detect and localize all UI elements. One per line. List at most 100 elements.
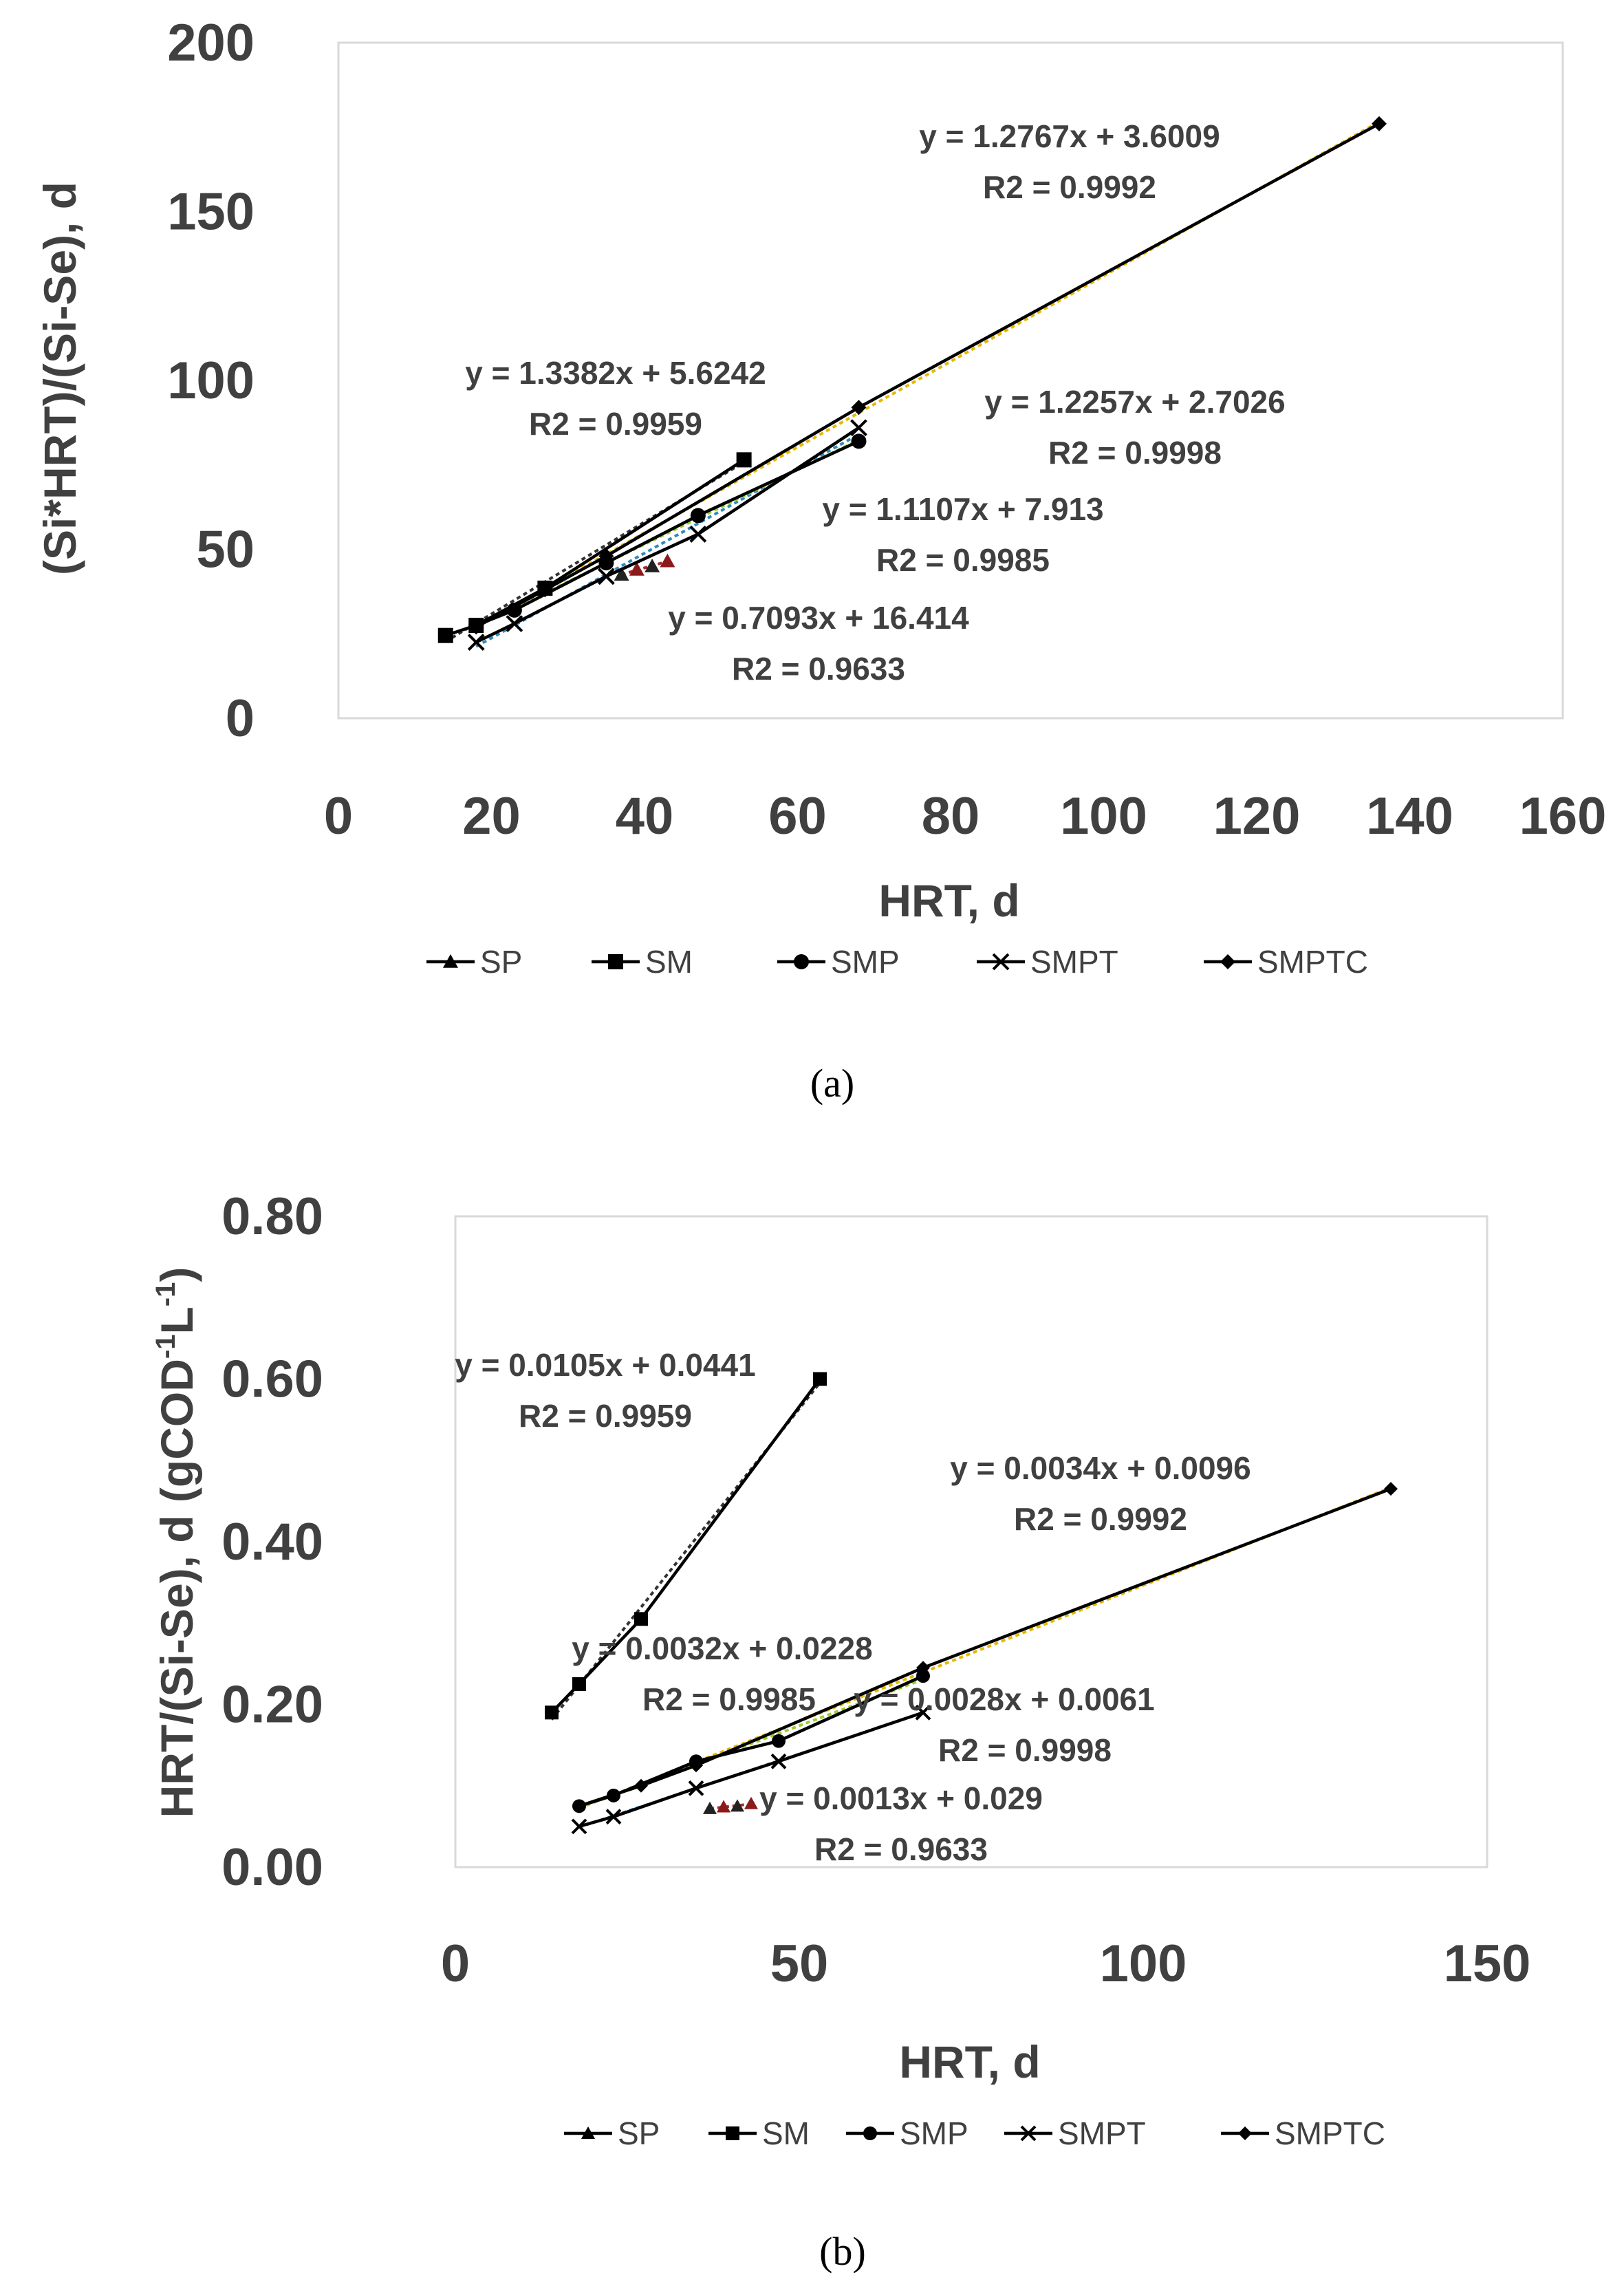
data-point-sm bbox=[634, 1612, 648, 1626]
data-point-smp bbox=[506, 602, 522, 618]
data-point-sm bbox=[572, 1677, 586, 1691]
trend-eq-a-sp: y = 0.7093x + 16.414 bbox=[668, 600, 969, 636]
legend-label-smptc: SMPTC bbox=[1275, 2115, 1385, 2151]
data-point-smpt bbox=[770, 1753, 787, 1769]
data-point-smptc bbox=[1384, 1482, 1398, 1496]
trend-r2-b-smptc: R2 = 0.9992 bbox=[1014, 1501, 1187, 1537]
trend-r2-b-smp: R2 = 0.9985 bbox=[642, 1681, 816, 1717]
legend-label-sm: SM bbox=[645, 944, 693, 980]
legend-label-sp: SP bbox=[618, 2115, 660, 2151]
data-point-smp bbox=[772, 1734, 786, 1748]
x-axis-title-b: HRT, d bbox=[899, 2036, 1040, 2087]
data-point-smptc bbox=[598, 548, 614, 564]
trend-eq-b-smp: y = 0.0032x + 0.0228 bbox=[572, 1630, 872, 1666]
x-tick-label: 0 bbox=[324, 787, 353, 845]
data-point-smpt bbox=[915, 1704, 931, 1721]
data-point-sm bbox=[736, 452, 752, 468]
y-tick-label: 150 bbox=[167, 183, 255, 241]
x-tick-label: 140 bbox=[1366, 787, 1453, 845]
data-point-smptc bbox=[634, 1778, 648, 1793]
x-tick-label: 120 bbox=[1213, 787, 1301, 845]
legend-label-sm: SM bbox=[762, 2115, 810, 2151]
plot-area-b bbox=[454, 1215, 1488, 1868]
legend-marker-smpt bbox=[1020, 2125, 1037, 2142]
y-tick-labels-a: 0 50 100 150 200 bbox=[167, 14, 255, 748]
trend-eq-a-smp: y = 1.1107x + 7.913 bbox=[822, 491, 1103, 527]
y-axis-title-a: (Si*HRT)/(Si-Se), d bbox=[34, 182, 85, 575]
data-point-smptc bbox=[468, 619, 484, 635]
legend-marker-smptc bbox=[1238, 2126, 1252, 2140]
chart-b: 0.00 0.20 0.40 0.60 0.80 0 50 100 150 HRT, d HR… bbox=[151, 1187, 1530, 2274]
series-line-sm bbox=[550, 1378, 821, 1714]
panel-label-b: (b) bbox=[819, 2229, 866, 2274]
x-tick-labels-a: 0 20 40 60 80 100 120 140 160 bbox=[324, 787, 1607, 845]
y-axis-title-b-sup2: -1 bbox=[151, 1282, 181, 1307]
data-point-smpt bbox=[506, 615, 523, 632]
data-point-sp bbox=[717, 1800, 730, 1813]
legend-marker-smp bbox=[794, 954, 809, 969]
data-point-smp bbox=[851, 433, 867, 449]
data-point-smp bbox=[690, 508, 706, 524]
x-axis-title-a: HRT, d bbox=[878, 875, 1019, 926]
data-point-sp bbox=[629, 561, 645, 576]
trend-eq-a-smpt: y = 1.2257x + 2.7026 bbox=[984, 384, 1285, 420]
data-point-smpt bbox=[850, 419, 867, 437]
y-tick-label: 0.60 bbox=[221, 1350, 323, 1409]
data-point-smpt bbox=[571, 1818, 587, 1835]
trendline-sp bbox=[621, 560, 668, 577]
y-tick-label: 0.20 bbox=[221, 1676, 323, 1734]
legend-a: SP SM SMP SMPT SMPTC bbox=[426, 944, 1368, 980]
legend-label-smpt: SMPT bbox=[1058, 2115, 1146, 2151]
data-point-sm bbox=[545, 1705, 559, 1720]
trend-r2-b-smpt: R2 = 0.9998 bbox=[938, 1732, 1112, 1768]
trend-r2-a-smp: R2 = 0.9985 bbox=[876, 542, 1050, 578]
trend-r2-a-smpt: R2 = 0.9998 bbox=[1048, 435, 1222, 471]
series-b bbox=[545, 1372, 1398, 1835]
panel-label-a: (a) bbox=[810, 1061, 854, 1106]
x-tick-label: 150 bbox=[1444, 1935, 1531, 1993]
y-tick-label: 0.40 bbox=[221, 1513, 323, 1571]
legend-marker-smp bbox=[863, 2126, 877, 2140]
data-point-smpt bbox=[605, 1809, 622, 1825]
data-point-smpt bbox=[467, 634, 485, 651]
data-point-smpt bbox=[688, 1780, 704, 1796]
data-point-sp bbox=[703, 1801, 717, 1814]
x-tick-label: 0 bbox=[441, 1935, 470, 1993]
legend-label-smp: SMP bbox=[831, 944, 900, 980]
trend-eq-b-smpt: y = 0.0028x + 0.0061 bbox=[854, 1681, 1154, 1717]
y-axis-title-b-sup1: -1 bbox=[151, 1335, 181, 1359]
x-tick-label: 40 bbox=[616, 787, 674, 845]
legend-marker-smpt bbox=[992, 953, 1010, 971]
data-point-sm bbox=[437, 627, 453, 643]
y-axis-title-b-mid: L bbox=[151, 1306, 202, 1334]
trend-r2-a-smptc: R2 = 0.9992 bbox=[983, 169, 1156, 205]
data-point-smptc bbox=[916, 1661, 930, 1675]
data-point-smpt bbox=[689, 525, 707, 543]
data-point-smptc bbox=[689, 1758, 703, 1773]
trend-r2-b-sm: R2 = 0.9959 bbox=[519, 1398, 692, 1434]
x-tick-label: 160 bbox=[1519, 787, 1607, 845]
chart-a: 0 50 100 150 200 0 20 40 60 80 100 120 140 160 HRT, … bbox=[34, 14, 1606, 1106]
trend-r2-a-sp: R2 = 0.9633 bbox=[732, 651, 905, 687]
trend-eq-b-sp: y = 0.0013x + 0.029 bbox=[759, 1780, 1043, 1816]
trend-eq-b-smptc: y = 0.0034x + 0.0096 bbox=[950, 1450, 1251, 1486]
legend-label-sp: SP bbox=[480, 944, 522, 980]
x-tick-labels-b: 0 50 100 150 bbox=[441, 1935, 1531, 1993]
y-tick-label: 0.80 bbox=[221, 1187, 323, 1246]
y-tick-labels-b: 0.00 0.20 0.40 0.60 0.80 bbox=[221, 1187, 323, 1897]
legend-marker-sm bbox=[726, 2126, 739, 2140]
x-tick-label: 50 bbox=[770, 1935, 829, 1993]
x-tick-label: 100 bbox=[1100, 1935, 1187, 1993]
data-point-sp bbox=[730, 1799, 744, 1812]
trend-eq-b-sm: y = 0.0105x + 0.0441 bbox=[455, 1347, 755, 1383]
y-tick-label: 0 bbox=[226, 689, 255, 748]
legend-marker-sp bbox=[581, 2126, 595, 2139]
data-point-sp bbox=[744, 1796, 758, 1809]
trend-r2-a-sm: R2 = 0.9959 bbox=[529, 406, 702, 442]
legend-b: SP SM SMP SMPT SMPTC bbox=[564, 2115, 1385, 2151]
y-axis-title-b-main: HRT/(Si-Se), d (gCOD bbox=[151, 1359, 202, 1818]
y-tick-label: 50 bbox=[196, 521, 255, 579]
legend-marker-sp bbox=[443, 954, 458, 968]
y-axis-title-b: HRT/(Si-Se), d (gCOD-1L-1) bbox=[151, 1267, 202, 1818]
